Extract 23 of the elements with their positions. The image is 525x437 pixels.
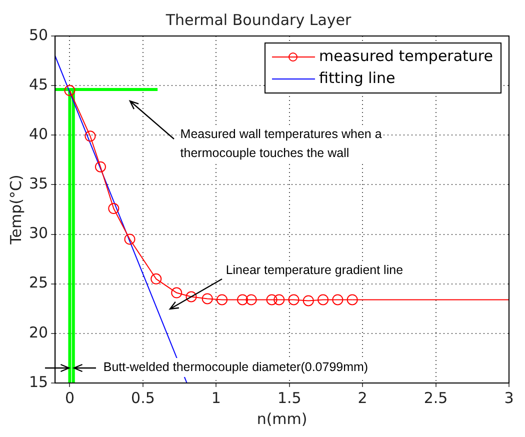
y-tick-label: 15 [28, 372, 48, 391]
y-tick-label: 25 [28, 274, 48, 292]
x-tick-label: 3 [504, 388, 514, 407]
y-tick-label: 45 [28, 75, 48, 94]
y-tick-label: 30 [28, 224, 48, 242]
y-tick-label: 20 [28, 323, 48, 342]
legend-label: measured temperature [319, 46, 494, 65]
x-tick-label: 0.5 [131, 388, 155, 407]
y-tick-label: 50 [28, 26, 48, 44]
y-tick-label: 35 [28, 174, 48, 193]
x-axis-title: n(mm) [256, 410, 308, 428]
x-tick-label: 1 [211, 388, 221, 407]
x-tick-label: 0 [64, 388, 75, 407]
annotation: Butt-welded thermocouple diameter(0.0799mm) [103, 358, 368, 378]
y-axis-title: Temp(°C) [6, 174, 25, 246]
annotation: Measured wall temperatures when a thermocouple touches the wall [180, 125, 382, 164]
x-tick-label: 2 [358, 388, 368, 407]
y-tick-label: 40 [28, 125, 48, 144]
chart-title: Thermal Boundary Layer [164, 10, 352, 29]
legend-label: fitting line [319, 68, 396, 87]
x-tick-label: 1.5 [277, 388, 302, 407]
annotation: Linear temperature gradient line [226, 260, 404, 280]
x-tick-label: 2.5 [424, 388, 448, 407]
